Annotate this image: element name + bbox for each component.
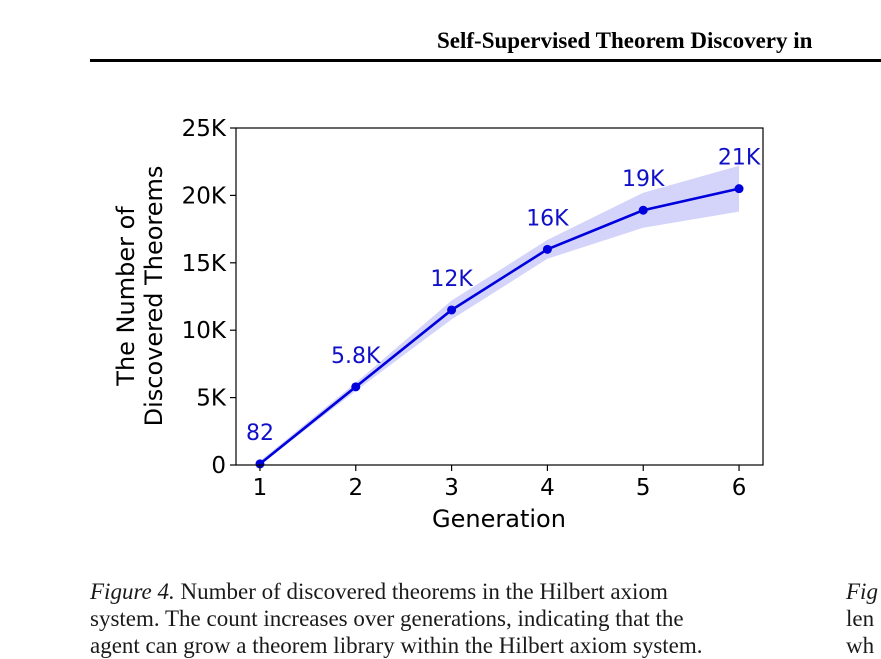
x-axis-label: Generation [432, 505, 566, 533]
right-figure-label: Fig [846, 579, 878, 604]
x-tick-label: 1 [253, 475, 268, 501]
point-label-gen-4: 16K [526, 206, 569, 231]
data-point-gen-6 [734, 184, 744, 194]
y-tick-label: 5K [196, 386, 227, 412]
confidence-band [259, 165, 740, 465]
data-point-gen-3 [447, 305, 457, 315]
x-tick-label: 3 [444, 475, 459, 501]
plot-frame [235, 127, 764, 466]
y-tick-label: 15K [182, 251, 227, 277]
point-label-gen-2: 5.8K [331, 344, 381, 369]
y-axis-label-line2: Discovered Theorems [140, 166, 168, 427]
discovered-theorems-chart: 82 5.8K 12K 16K 19K 21K 1 2 3 4 5 6 0 5K 10K 15K 20K 25… [112, 116, 881, 533]
running-header: Self-Supervised Theorem Discovery in [437, 28, 813, 53]
x-tick-label: 2 [348, 475, 363, 501]
series-line [259, 187, 740, 465]
right-caption-line-2: len [846, 606, 875, 631]
y-axis-label-line1: The Number of [112, 206, 140, 387]
y-tick-label: 10K [182, 318, 227, 344]
x-tick-label: 5 [636, 475, 651, 501]
y-tick-label: 20K [182, 183, 227, 209]
right-figure-ylabel: Proof Success Rate (%) [867, 157, 881, 434]
right-figure-fragment: Proof Success Rate (%) [867, 157, 881, 434]
point-label-gen-1: 82 [246, 421, 274, 446]
point-label-gen-5: 19K [622, 167, 665, 192]
caption-line-2: system. The count increases over generat… [90, 606, 684, 631]
data-point-gen-4 [542, 244, 552, 254]
point-label-gen-6: 21K [718, 146, 761, 171]
data-point-gen-2 [351, 382, 361, 392]
header-rule [90, 59, 881, 62]
caption-line-3: agent can grow a theorem library within … [90, 633, 703, 658]
data-point-gen-5 [638, 205, 648, 215]
data-point-gen-1 [255, 459, 265, 469]
point-label-gen-3: 12K [430, 267, 473, 292]
figure-label: Figure 4. [90, 579, 175, 604]
x-tick-label: 4 [540, 475, 555, 501]
caption-text-1: Number of discovered theorems in the Hil… [180, 579, 668, 604]
x-tick-label: 6 [732, 475, 747, 501]
caption-line-1: Figure 4. Number of discovered theorems … [90, 578, 790, 605]
right-caption-line-3: wh [846, 633, 875, 658]
y-tick-label: 25K [182, 116, 227, 142]
y-tick-label: 0 [211, 453, 226, 479]
